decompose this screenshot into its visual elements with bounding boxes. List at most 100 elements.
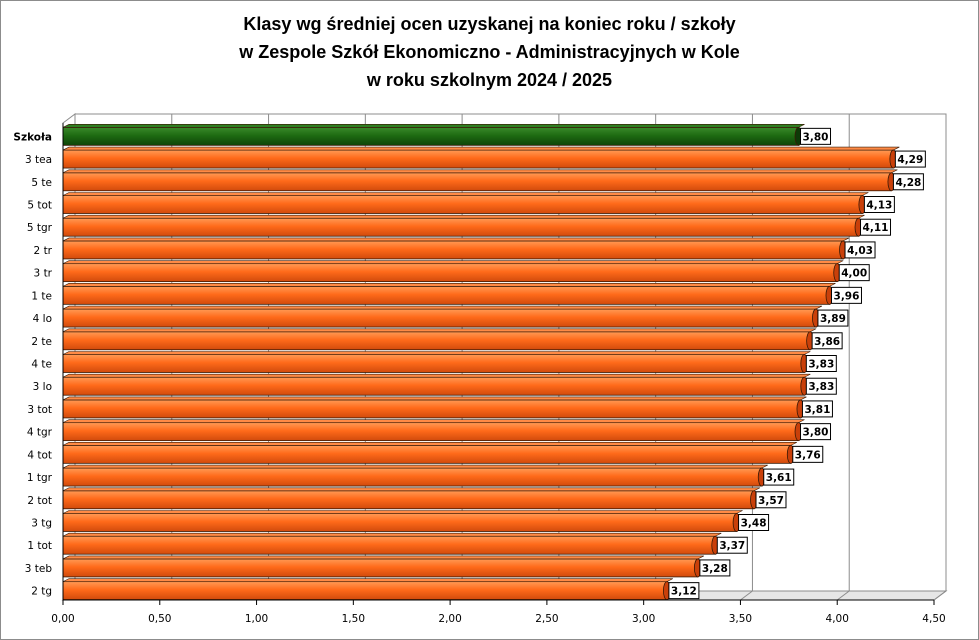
data-label: 3,61: [763, 468, 795, 486]
category-label: 4 lo: [33, 313, 52, 325]
bar-top: [62, 510, 743, 514]
category-label: 2 tr: [34, 245, 53, 257]
data-label-value: 3,83: [808, 359, 834, 371]
bar: [62, 396, 807, 419]
category-label: 1 tgr: [27, 472, 53, 484]
bar-body: [62, 195, 863, 214]
x-tick-labels: 0,00 0,50 1,00 1,50 2,00 2,50 3,00 3,50 4,00 4,50: [51, 613, 945, 625]
bar: [62, 192, 869, 214]
bar-body: [62, 354, 805, 373]
bar-top: [62, 214, 865, 219]
bar: [62, 328, 817, 351]
data-label-box: [805, 355, 837, 372]
x-tick-label: 4,00: [826, 613, 849, 625]
data-label-value: 3,61: [766, 472, 792, 484]
bar: [62, 510, 743, 532]
bar-highlight: [62, 124, 805, 146]
bar-body: [62, 581, 668, 601]
bar-top: [62, 124, 805, 128]
bar: [62, 351, 811, 373]
data-label-value: 3,12: [671, 586, 697, 598]
x-tick-label: 2,00: [438, 613, 461, 625]
data-label-value: 4,28: [895, 177, 921, 189]
bar: [62, 419, 805, 442]
category-label: 4 te: [31, 359, 52, 371]
bar-top: [62, 237, 850, 242]
bar-top: [62, 464, 768, 469]
bar: [62, 373, 811, 396]
bar-top: [62, 373, 811, 378]
bar-top: [62, 328, 817, 333]
category-label: 5 tot: [27, 200, 52, 212]
category-label: 3 tg: [31, 518, 52, 530]
data-label-value: 3,76: [795, 449, 821, 461]
data-label-box: [716, 536, 748, 554]
x-tick-label: 4,50: [922, 613, 945, 625]
chart-title-line-1: Klasy wg średniej ocen uzyskanej na koni…: [243, 14, 736, 34]
bar-top: [62, 532, 722, 537]
bar-top: [62, 578, 674, 582]
data-label-value: 4,11: [863, 222, 889, 234]
x-tick-label: 0,50: [148, 613, 171, 625]
data-label-value: 4,00: [841, 268, 867, 280]
data-label-value: 3,96: [834, 290, 860, 302]
data-label-box: [863, 196, 895, 213]
category-label: 2 tot: [27, 495, 52, 507]
category-label: 3 lo: [33, 381, 52, 393]
data-label-box: [817, 309, 849, 327]
data-label-value: 3,86: [814, 336, 840, 348]
data-label-value: 3,28: [702, 563, 728, 575]
data-label-value: 3,57: [758, 495, 784, 507]
category-label: 3 tea: [25, 154, 52, 166]
data-label-value: 4,29: [897, 154, 923, 166]
chart-title-line-2: w Zespole Szkół Ekonomiczno - Administra…: [239, 42, 740, 62]
data-label-box: [801, 400, 833, 418]
bar: [62, 214, 865, 237]
data-label: 3,89: [817, 309, 849, 327]
bar-body: [62, 172, 892, 192]
data-label: 4,28: [892, 173, 924, 191]
bar-body: [62, 444, 792, 464]
data-label-value: 3,37: [719, 540, 745, 552]
bar-body: [62, 558, 699, 578]
bar: [62, 532, 722, 555]
bar-body: [62, 240, 844, 260]
bar: [62, 555, 704, 578]
data-label-value: 3,80: [803, 131, 829, 143]
data-label: 3,57: [755, 491, 787, 509]
bar: [62, 283, 836, 305]
data-label-box: [805, 377, 837, 395]
data-labels: 3,80 4,29 4,284,13 4,11 4,03 4,00 3,96 3,89 3,86…: [668, 127, 926, 600]
data-label: 4,13: [863, 196, 895, 213]
data-label-box: [800, 423, 832, 441]
data-label-box: [892, 173, 924, 191]
bar-top: [62, 487, 761, 492]
bar-top: [62, 283, 836, 287]
data-label: 3,96: [830, 286, 862, 304]
bar-body: [62, 331, 811, 351]
category-label: 2 tg: [31, 586, 52, 598]
data-label: 4,29: [894, 150, 926, 168]
data-label: 3,83: [805, 377, 837, 395]
chart-title-line-3: w roku szkolnym 2024 / 2025: [366, 70, 613, 90]
data-label-box: [668, 582, 700, 600]
category-label: 3 tr: [34, 268, 53, 280]
bar-body: [62, 399, 801, 419]
bar-top: [62, 442, 797, 446]
bar-body: [62, 308, 817, 328]
bar: [62, 169, 898, 192]
data-label: 4,11: [860, 218, 892, 236]
data-label-box: [699, 559, 731, 577]
bar: [62, 487, 761, 510]
category-label: 5 tgr: [27, 222, 53, 234]
data-label: 4,03: [844, 241, 876, 259]
category-label: 1 te: [31, 290, 52, 302]
bar-top: [62, 305, 823, 310]
data-label-box: [738, 514, 770, 531]
data-label-value: 4,13: [866, 200, 892, 212]
data-label-box: [763, 468, 795, 486]
bar-body: [62, 149, 894, 169]
x-tick-label: 1,00: [245, 613, 268, 625]
bar-top: [62, 351, 811, 355]
